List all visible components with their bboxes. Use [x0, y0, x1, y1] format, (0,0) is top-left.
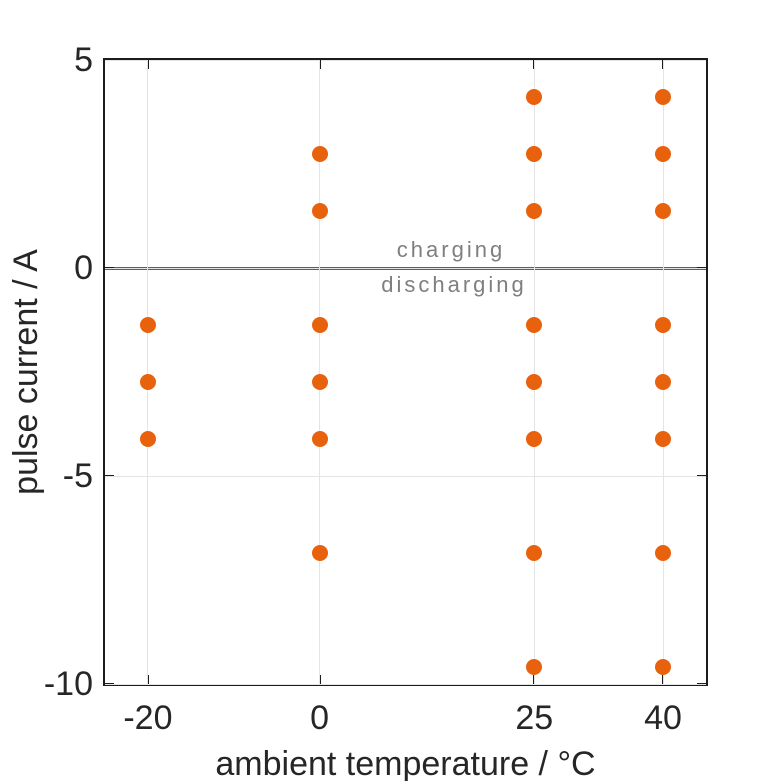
data-point: [139, 373, 156, 390]
x-tick-label: 25: [515, 699, 554, 737]
charging-annotation: charging: [396, 237, 506, 262]
data-point: [526, 373, 543, 390]
x-tick-label: 40: [644, 699, 682, 737]
x-gridline: [147, 60, 149, 684]
data-point: [655, 203, 672, 219]
y-tick-label: 5: [74, 41, 93, 79]
data-point: [311, 373, 328, 390]
data-point: [655, 146, 672, 163]
data-point: [526, 89, 543, 106]
x-axis-label: ambient temperature / °C: [215, 745, 596, 781]
x-gridline: [662, 60, 664, 684]
data-point: [311, 203, 328, 219]
x-tick-label: 0: [310, 699, 330, 737]
data-point: [655, 544, 672, 561]
data-point: [526, 658, 543, 675]
y-axis-label: pulse current / A: [7, 249, 45, 495]
data-point: [655, 430, 672, 447]
data-point: [139, 430, 156, 447]
x-tick-label: -20: [123, 699, 173, 737]
data-point: [655, 89, 672, 106]
y-tick-label: 0: [74, 249, 93, 287]
data-point: [526, 430, 543, 447]
y-gridline: [105, 59, 706, 61]
data-point: [655, 316, 672, 333]
data-point: [526, 544, 543, 561]
y-tick-label: -5: [62, 457, 93, 495]
y-gridline: [105, 267, 706, 269]
x-gridline: [319, 60, 321, 684]
data-point: [526, 203, 543, 219]
data-point: [655, 373, 672, 390]
discharging-annotation: discharging: [381, 272, 527, 297]
x-gridline: [533, 60, 535, 684]
data-point: [655, 658, 672, 675]
data-point: [139, 316, 156, 333]
plot-area: charging discharging: [103, 58, 708, 686]
data-point: [311, 544, 328, 561]
data-point: [526, 316, 543, 333]
y-gridline: [105, 683, 706, 685]
y-gridline: [105, 475, 706, 477]
y-tick-label: -10: [43, 665, 93, 703]
data-point: [311, 316, 328, 333]
data-point: [311, 146, 328, 163]
data-point: [311, 430, 328, 447]
data-point: [526, 146, 543, 163]
